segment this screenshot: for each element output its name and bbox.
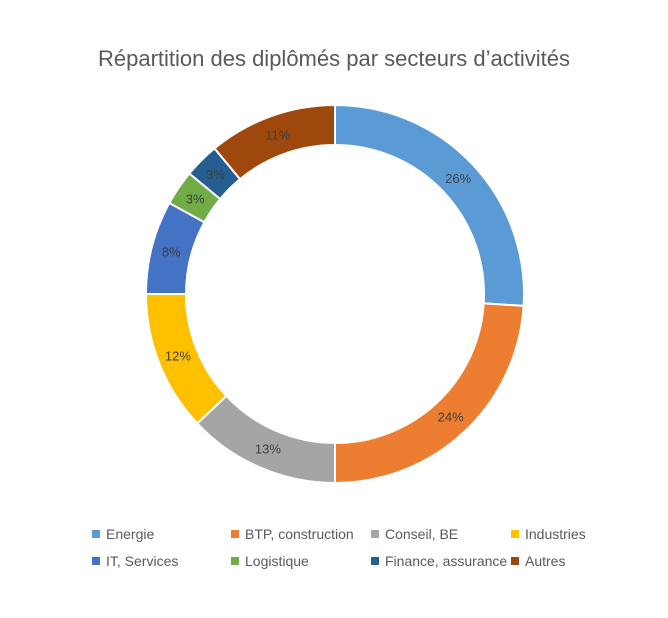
donut-slice-8 [213,103,336,181]
chart-title: Répartition des diplômés par secteurs d’… [97,46,570,71]
donut-slice-2 [334,302,525,485]
data-label-5: 8% [162,245,181,260]
donut-slices [144,103,525,485]
donut-data-labels: 26% 24% 13% 12% 8% 3%3% 11% [162,128,472,457]
donut-slice-3 [195,394,336,485]
donut-slice-1 [334,103,525,307]
data-label-2: 24% [438,410,464,425]
data-label-8: 11% [265,128,290,143]
data-label-7: 3% [206,167,225,182]
data-label-6: 3% [186,192,205,207]
data-label-3: 13% [255,442,281,457]
data-label-4: 12% [165,349,191,364]
data-label-1: 26% [445,171,471,186]
